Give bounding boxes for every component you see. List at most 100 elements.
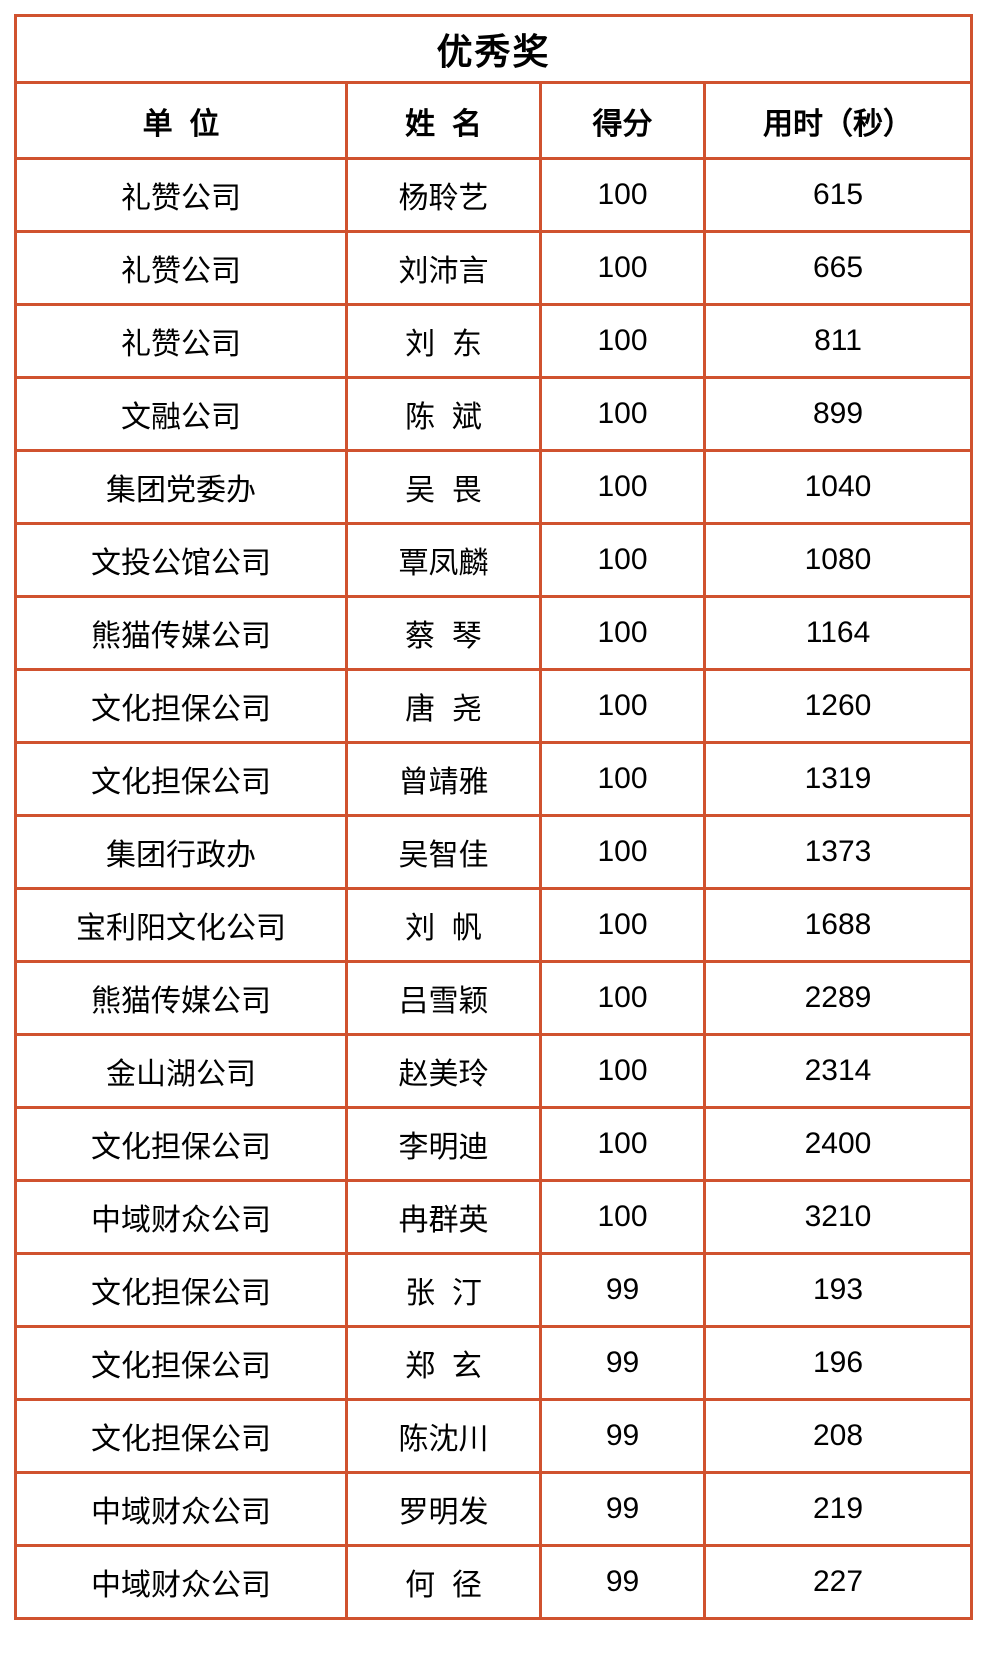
unit-cell: 文融公司 — [14, 376, 348, 452]
name-cell: 陈 斌 — [345, 376, 542, 452]
name-cell: 刘 东 — [345, 303, 542, 379]
unit-cell: 金山湖公司 — [14, 1033, 348, 1109]
name-cell: 刘 帆 — [345, 887, 542, 963]
score-cell: 100 — [539, 1106, 706, 1182]
unit-cell: 文化担保公司 — [14, 1106, 348, 1182]
unit-cell: 中域财众公司 — [14, 1179, 348, 1255]
time-cell: 811 — [702, 303, 974, 379]
table-row: 金山湖公司 赵美玲 100 2314 — [14, 1033, 974, 1109]
time-cell: 1080 — [702, 522, 974, 598]
time-cell: 196 — [702, 1325, 974, 1401]
name-cell: 李明迪 — [345, 1106, 542, 1182]
name-cell: 赵美玲 — [345, 1033, 542, 1109]
score-cell: 99 — [539, 1325, 706, 1401]
score-cell: 99 — [539, 1252, 706, 1328]
time-cell: 2314 — [702, 1033, 974, 1109]
time-cell: 2400 — [702, 1106, 974, 1182]
name-cell: 唐 尧 — [345, 668, 542, 744]
unit-cell: 礼赞公司 — [14, 303, 348, 379]
time-cell: 227 — [702, 1544, 974, 1620]
score-cell: 100 — [539, 960, 706, 1036]
table-row: 文化担保公司 陈沈川 99 208 — [14, 1398, 974, 1474]
table-row: 集团行政办 吴智佳 100 1373 — [14, 814, 974, 890]
unit-cell: 文化担保公司 — [14, 1252, 348, 1328]
table-row: 文投公馆公司 覃凤麟 100 1080 — [14, 522, 974, 598]
table-row: 文化担保公司 曾靖雅 100 1319 — [14, 741, 974, 817]
unit-cell: 宝利阳文化公司 — [14, 887, 348, 963]
table-row: 文化担保公司 郑 玄 99 196 — [14, 1325, 974, 1401]
time-cell: 899 — [702, 376, 974, 452]
table-row: 熊猫传媒公司 蔡 琴 100 1164 — [14, 595, 974, 671]
score-cell: 100 — [539, 449, 706, 525]
score-cell: 100 — [539, 1179, 706, 1255]
score-cell: 100 — [539, 741, 706, 817]
table-row: 礼赞公司 杨聆艺 100 615 — [14, 157, 974, 233]
unit-cell: 熊猫传媒公司 — [14, 960, 348, 1036]
time-cell: 615 — [702, 157, 974, 233]
table-row: 集团党委办 吴 畏 100 1040 — [14, 449, 974, 525]
score-cell: 100 — [539, 157, 706, 233]
unit-cell: 熊猫传媒公司 — [14, 595, 348, 671]
col-header-unit: 单 位 — [14, 81, 348, 160]
name-cell: 杨聆艺 — [345, 157, 542, 233]
name-cell: 何 径 — [345, 1544, 542, 1620]
time-cell: 1040 — [702, 449, 974, 525]
award-table: 优秀奖 单 位 姓 名 得分 用时（秒） 礼赞公司 杨聆艺 100 615 礼赞… — [13, 14, 974, 1620]
time-cell: 1688 — [702, 887, 974, 963]
unit-cell: 中域财众公司 — [14, 1544, 348, 1620]
time-cell: 1260 — [702, 668, 974, 744]
table-row: 文融公司 陈 斌 100 899 — [14, 376, 974, 452]
name-cell: 冉群英 — [345, 1179, 542, 1255]
score-cell: 100 — [539, 668, 706, 744]
unit-cell: 集团党委办 — [14, 449, 348, 525]
score-cell: 99 — [539, 1471, 706, 1547]
table-row: 礼赞公司 刘 东 100 811 — [14, 303, 974, 379]
score-cell: 100 — [539, 1033, 706, 1109]
name-cell: 吴 畏 — [345, 449, 542, 525]
col-header-score: 得分 — [539, 81, 706, 160]
unit-cell: 集团行政办 — [14, 814, 348, 890]
time-cell: 1164 — [702, 595, 974, 671]
time-cell: 219 — [702, 1471, 974, 1547]
score-cell: 100 — [539, 887, 706, 963]
table-title: 优秀奖 — [13, 14, 974, 84]
table-row: 文化担保公司 张 汀 99 193 — [14, 1252, 974, 1328]
name-cell: 蔡 琴 — [345, 595, 542, 671]
name-cell: 吕雪颖 — [345, 960, 542, 1036]
table-row: 中域财众公司 罗明发 99 219 — [14, 1471, 974, 1547]
col-header-name: 姓 名 — [345, 81, 542, 160]
name-cell: 吴智佳 — [345, 814, 542, 890]
score-cell: 99 — [539, 1544, 706, 1620]
name-cell: 曾靖雅 — [345, 741, 542, 817]
time-cell: 3210 — [702, 1179, 974, 1255]
unit-cell: 礼赞公司 — [14, 230, 348, 306]
table-row: 中域财众公司 何 径 99 227 — [14, 1544, 974, 1620]
award-table-container: 优秀奖 单 位 姓 名 得分 用时（秒） 礼赞公司 杨聆艺 100 615 礼赞… — [13, 14, 974, 1620]
score-cell: 100 — [539, 376, 706, 452]
time-cell: 665 — [702, 230, 974, 306]
col-header-time: 用时（秒） — [702, 81, 974, 160]
score-cell: 100 — [539, 303, 706, 379]
score-cell: 100 — [539, 522, 706, 598]
table-row: 礼赞公司 刘沛言 100 665 — [14, 230, 974, 306]
unit-cell: 文化担保公司 — [14, 1325, 348, 1401]
time-cell: 193 — [702, 1252, 974, 1328]
score-cell: 100 — [539, 230, 706, 306]
time-cell: 208 — [702, 1398, 974, 1474]
score-cell: 100 — [539, 595, 706, 671]
unit-cell: 文化担保公司 — [14, 1398, 348, 1474]
score-cell: 99 — [539, 1398, 706, 1474]
name-cell: 张 汀 — [345, 1252, 542, 1328]
unit-cell: 礼赞公司 — [14, 157, 348, 233]
unit-cell: 文化担保公司 — [14, 741, 348, 817]
time-cell: 1319 — [702, 741, 974, 817]
table-row: 宝利阳文化公司 刘 帆 100 1688 — [14, 887, 974, 963]
unit-cell: 文化担保公司 — [14, 668, 348, 744]
table-row: 中域财众公司 冉群英 100 3210 — [14, 1179, 974, 1255]
name-cell: 覃凤麟 — [345, 522, 542, 598]
table-row: 熊猫传媒公司 吕雪颖 100 2289 — [14, 960, 974, 1036]
score-cell: 100 — [539, 814, 706, 890]
table-row: 文化担保公司 李明迪 100 2400 — [14, 1106, 974, 1182]
unit-cell: 中域财众公司 — [14, 1471, 348, 1547]
name-cell: 郑 玄 — [345, 1325, 542, 1401]
